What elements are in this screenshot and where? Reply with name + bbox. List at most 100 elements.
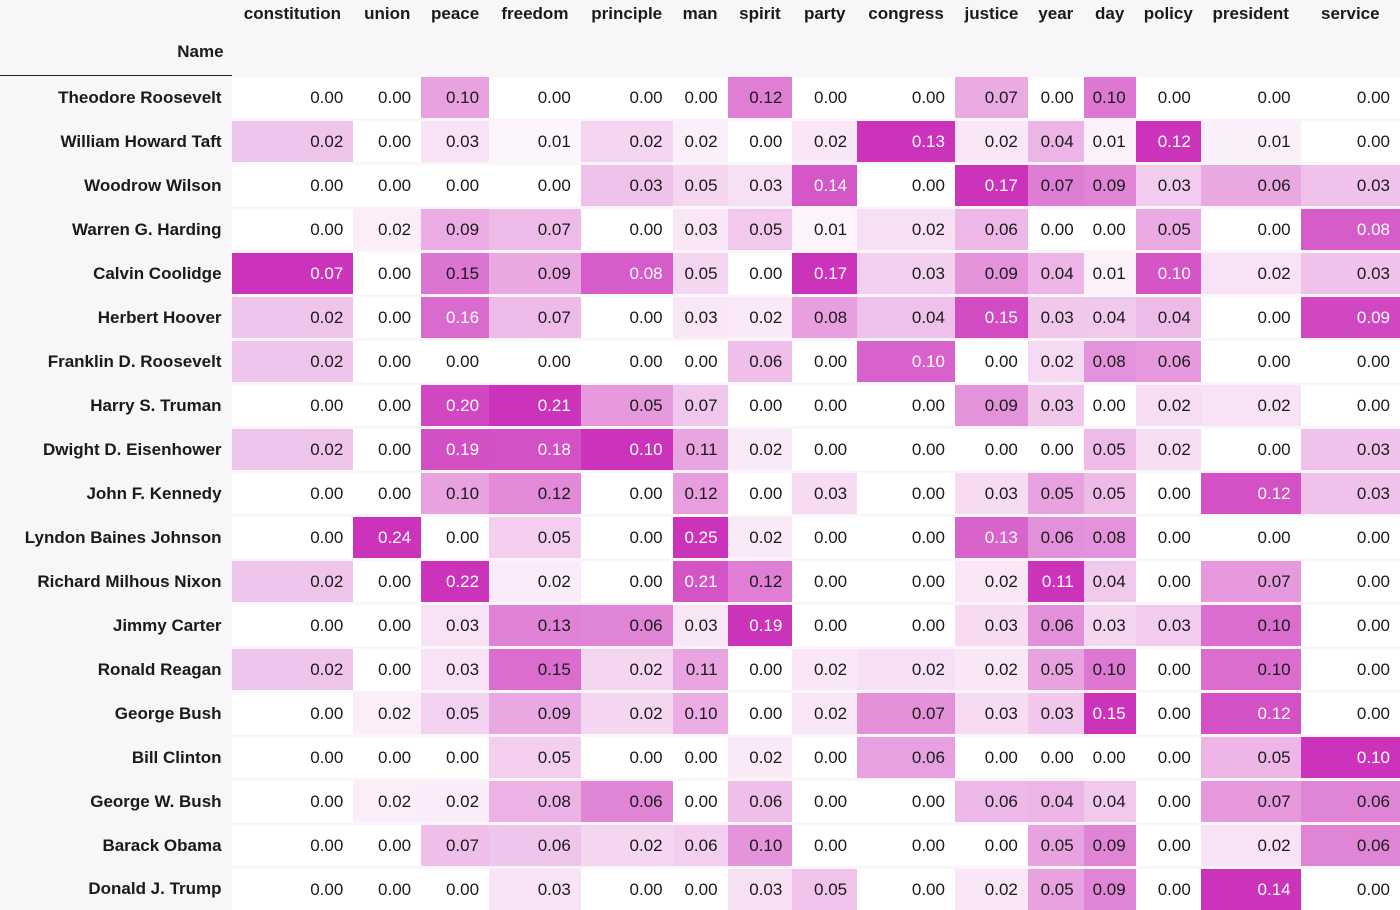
heatmap-cell: 0.07 xyxy=(1028,164,1084,208)
heatmap-cell: 0.00 xyxy=(673,340,728,384)
row-label: Donald J. Trump xyxy=(0,868,232,910)
heatmap-cell: 0.00 xyxy=(1028,736,1084,780)
heatmap-cell: 0.12 xyxy=(673,472,728,516)
heatmap-cell: 0.00 xyxy=(232,516,354,560)
heatmap-cell: 0.00 xyxy=(353,472,421,516)
heatmap-cell: 0.19 xyxy=(728,604,793,648)
heatmap-cell: 0.02 xyxy=(792,648,857,692)
heatmap-cell: 0.00 xyxy=(1301,868,1400,910)
heatmap-cell: 0.00 xyxy=(353,76,421,120)
heatmap-cell: 0.10 xyxy=(1201,604,1301,648)
heatmap-cell: 0.03 xyxy=(728,164,793,208)
index-row-blank xyxy=(1201,28,1301,76)
heatmap-cell: 0.00 xyxy=(581,340,673,384)
heatmap-cell: 0.00 xyxy=(232,692,354,736)
index-row-blank xyxy=(581,28,673,76)
index-row-blank xyxy=(673,28,728,76)
column-header-policy: policy xyxy=(1136,0,1201,28)
heatmap-cell: 0.00 xyxy=(1201,76,1301,120)
heatmap-cell: 0.02 xyxy=(581,648,673,692)
heatmap-cell: 0.00 xyxy=(489,164,581,208)
heatmap-cell: 0.07 xyxy=(1201,780,1301,824)
index-row-blank xyxy=(1084,28,1136,76)
column-header-constitution: constitution xyxy=(232,0,354,28)
heatmap-cell: 0.12 xyxy=(1201,472,1301,516)
heatmap-cell: 0.00 xyxy=(728,252,793,296)
heatmap-cell: 0.15 xyxy=(421,252,489,296)
heatmap-cell: 0.04 xyxy=(1028,252,1084,296)
heatmap-cell: 0.03 xyxy=(421,604,489,648)
heatmap-cell: 0.06 xyxy=(581,780,673,824)
heatmap-cell: 0.03 xyxy=(955,472,1028,516)
heatmap-cell: 0.00 xyxy=(792,560,857,604)
column-header-peace: peace xyxy=(421,0,489,28)
heatmap-cell: 0.00 xyxy=(581,736,673,780)
heatmap-cell: 0.00 xyxy=(489,340,581,384)
heatmap-cell: 0.00 xyxy=(1301,384,1400,428)
heatmap-cell: 0.00 xyxy=(421,164,489,208)
heatmap-cell: 0.02 xyxy=(955,560,1028,604)
row-label: Harry S. Truman xyxy=(0,384,232,428)
heatmap-cell: 0.03 xyxy=(792,472,857,516)
index-name-row: Name xyxy=(0,28,1400,76)
heatmap-cell: 0.00 xyxy=(581,560,673,604)
heatmap-cell: 0.00 xyxy=(857,824,955,868)
heatmap-cell: 0.04 xyxy=(1136,296,1201,340)
heatmap-cell: 0.06 xyxy=(1136,340,1201,384)
heatmap-cell: 0.00 xyxy=(421,516,489,560)
heatmap-cell: 0.18 xyxy=(489,428,581,472)
heatmap-cell: 0.02 xyxy=(353,692,421,736)
heatmap-cell: 0.00 xyxy=(792,76,857,120)
heatmap-cell: 0.00 xyxy=(353,824,421,868)
heatmap-cell: 0.03 xyxy=(1301,252,1400,296)
heatmap-cell: 0.06 xyxy=(857,736,955,780)
row-label: Richard Milhous Nixon xyxy=(0,560,232,604)
heatmap-cell: 0.09 xyxy=(1084,868,1136,910)
heatmap-cell: 0.09 xyxy=(955,384,1028,428)
index-row-blank xyxy=(353,28,421,76)
heatmap-cell: 0.00 xyxy=(1301,516,1400,560)
heatmap-cell: 0.00 xyxy=(581,868,673,910)
heatmap-cell: 0.01 xyxy=(1201,120,1301,164)
heatmap-cell: 0.00 xyxy=(581,516,673,560)
heatmap-cell: 0.06 xyxy=(728,780,793,824)
heatmap-cell: 0.00 xyxy=(353,868,421,910)
heatmap-cell: 0.00 xyxy=(1136,736,1201,780)
heatmap-cell: 0.00 xyxy=(581,76,673,120)
heatmap-cell: 0.00 xyxy=(1201,340,1301,384)
heatmap-cell: 0.02 xyxy=(1028,340,1084,384)
column-header-spirit: spirit xyxy=(728,0,793,28)
heatmap-cell: 0.02 xyxy=(728,516,793,560)
heatmap-cell: 0.00 xyxy=(1301,560,1400,604)
row-label: John F. Kennedy xyxy=(0,472,232,516)
heatmap-cell: 0.03 xyxy=(1028,692,1084,736)
heatmap-cell: 0.00 xyxy=(857,164,955,208)
heatmap-cell: 0.19 xyxy=(421,428,489,472)
heatmap-cell: 0.08 xyxy=(792,296,857,340)
heatmap-cell: 0.05 xyxy=(489,516,581,560)
heatmap-cell: 0.00 xyxy=(232,164,354,208)
heatmap-cell: 0.00 xyxy=(1136,472,1201,516)
heatmap-cell: 0.00 xyxy=(1301,692,1400,736)
heatmap-cell: 0.00 xyxy=(857,560,955,604)
row-label: Theodore Roosevelt xyxy=(0,76,232,120)
heatmap-cell: 0.00 xyxy=(1028,76,1084,120)
heatmap-cell: 0.00 xyxy=(1301,340,1400,384)
heatmap-cell: 0.00 xyxy=(581,208,673,252)
corner-cell xyxy=(0,0,232,28)
row-label: Barack Obama xyxy=(0,824,232,868)
heatmap-cell: 0.00 xyxy=(232,604,354,648)
heatmap-cell: 0.02 xyxy=(232,120,354,164)
heatmap-cell: 0.00 xyxy=(857,868,955,910)
heatmap-cell: 0.10 xyxy=(1301,736,1400,780)
heatmap-cell: 0.13 xyxy=(489,604,581,648)
heatmap-cell: 0.03 xyxy=(673,296,728,340)
